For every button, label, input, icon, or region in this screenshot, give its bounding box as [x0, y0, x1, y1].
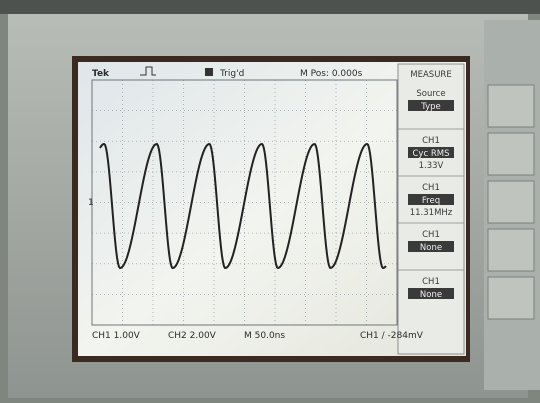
menu-value: None — [420, 243, 442, 253]
trigger-level: CH1 ∕ -284mV — [360, 331, 424, 341]
ch1-scale: CH1 1.00V — [92, 331, 141, 341]
menu-value: Cyc RMS — [413, 149, 450, 159]
menu-label: CH1 — [422, 277, 440, 287]
horizontal-position: M Pos: 0.000s — [300, 69, 363, 79]
menu-label: CH1 — [422, 136, 440, 146]
menu-label: Source — [416, 89, 445, 99]
menu-value: Freq — [422, 196, 440, 206]
measure-menu: MEASURE Source Type CH1 Cyc RMS 1.33V CH1 Freq… — [398, 64, 464, 354]
top-strip — [0, 0, 540, 14]
menu-value: Type — [420, 102, 441, 112]
trigger-status: Trig'd — [219, 69, 244, 79]
menu-value: None — [420, 290, 442, 300]
menu-label: CH1 — [422, 183, 440, 193]
menu-reading: 11.31MHz — [410, 208, 453, 218]
menu-reading: 1.33V — [419, 161, 444, 171]
page: {"header": {"brand": "Tek", "trigger_sta… — [0, 0, 540, 403]
channel-marker: 1 — [88, 198, 94, 208]
menu-buttons — [488, 85, 534, 319]
menu-title: MEASURE — [410, 70, 451, 80]
trigger-icon — [205, 68, 213, 76]
brand: Tek — [92, 69, 110, 79]
ch2-scale: CH2 2.00V — [168, 331, 217, 341]
timebase: M 50.0ns — [244, 331, 285, 341]
menu-label: CH1 — [422, 230, 440, 240]
oscilloscope-photo: Tek Trig'd M Pos: 0.000s 1 MEASURE Sourc… — [0, 0, 540, 403]
